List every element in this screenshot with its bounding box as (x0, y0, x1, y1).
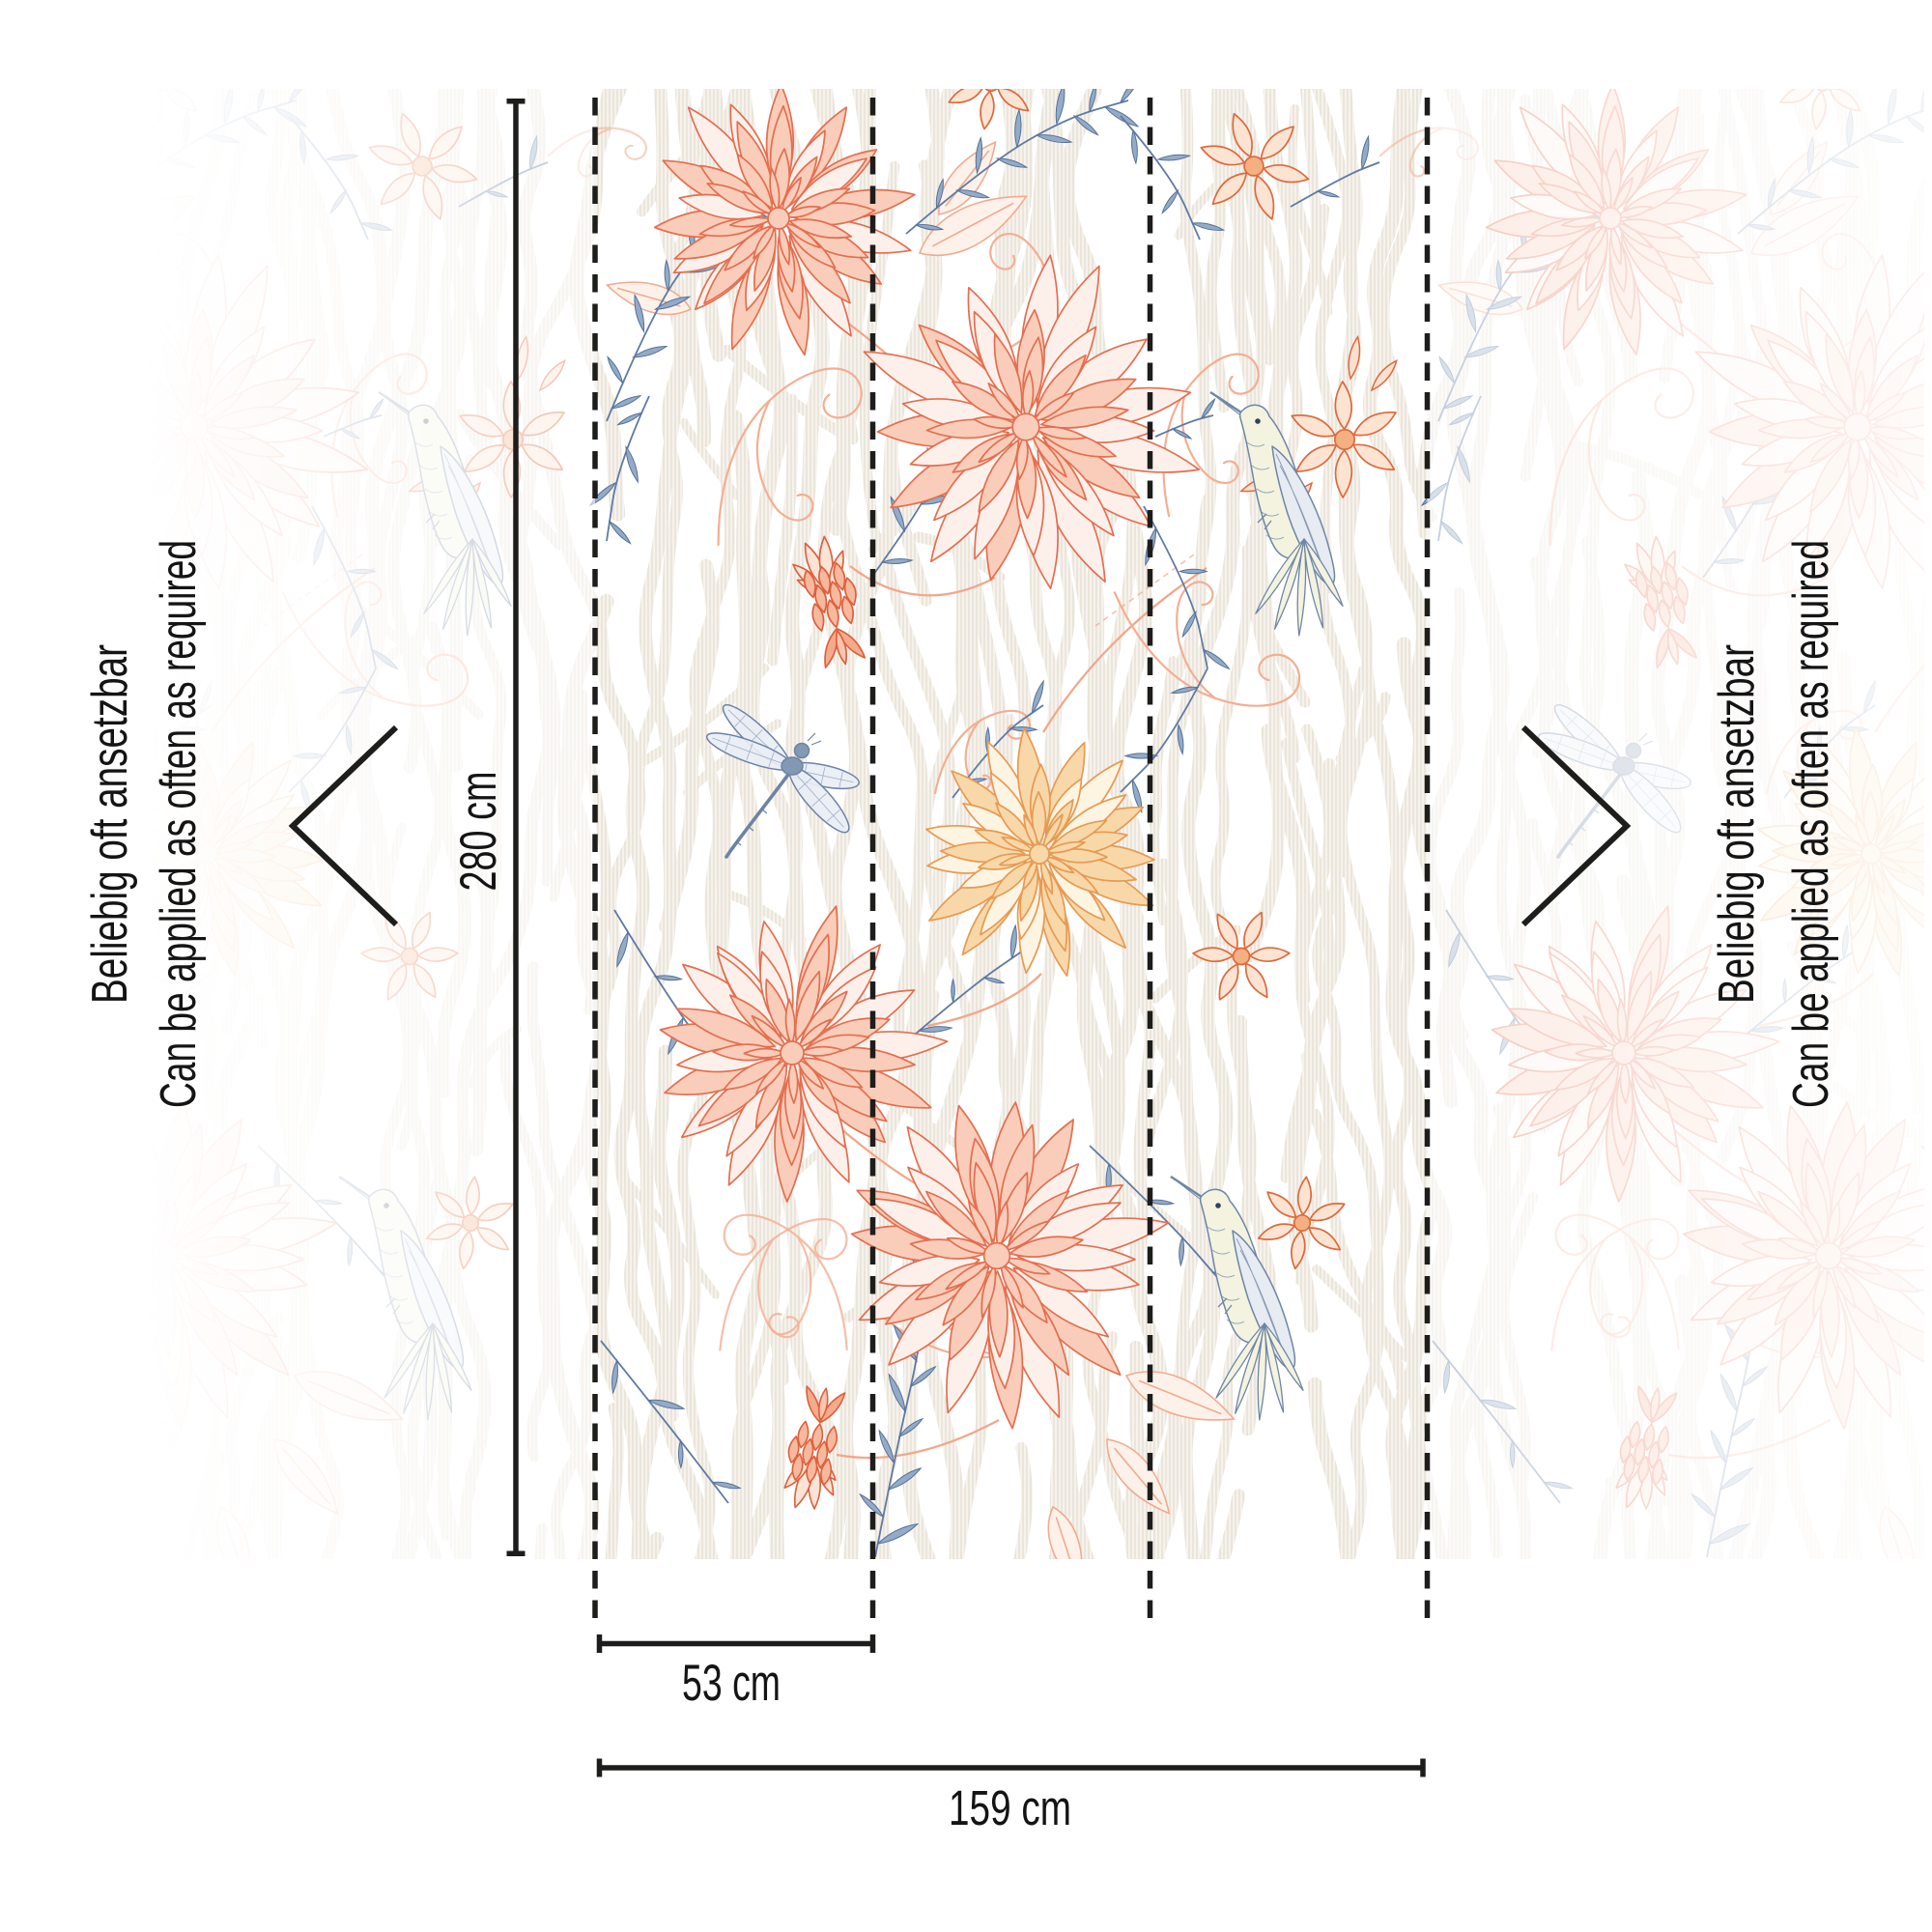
svg-text:53 cm: 53 cm (682, 1655, 781, 1712)
svg-text:Can be applied as often as req: Can be applied as often as required (1782, 540, 1838, 1108)
svg-text:280 cm: 280 cm (450, 772, 507, 892)
svg-text:Beliebig oft ansetzbar: Beliebig oft ansetzbar (1708, 644, 1764, 1004)
svg-text:159 cm: 159 cm (949, 1780, 1071, 1835)
svg-text:Beliebig oft ansetzbar: Beliebig oft ansetzbar (81, 644, 137, 1004)
svg-text:Can be applied as often as req: Can be applied as often as required (150, 540, 206, 1108)
